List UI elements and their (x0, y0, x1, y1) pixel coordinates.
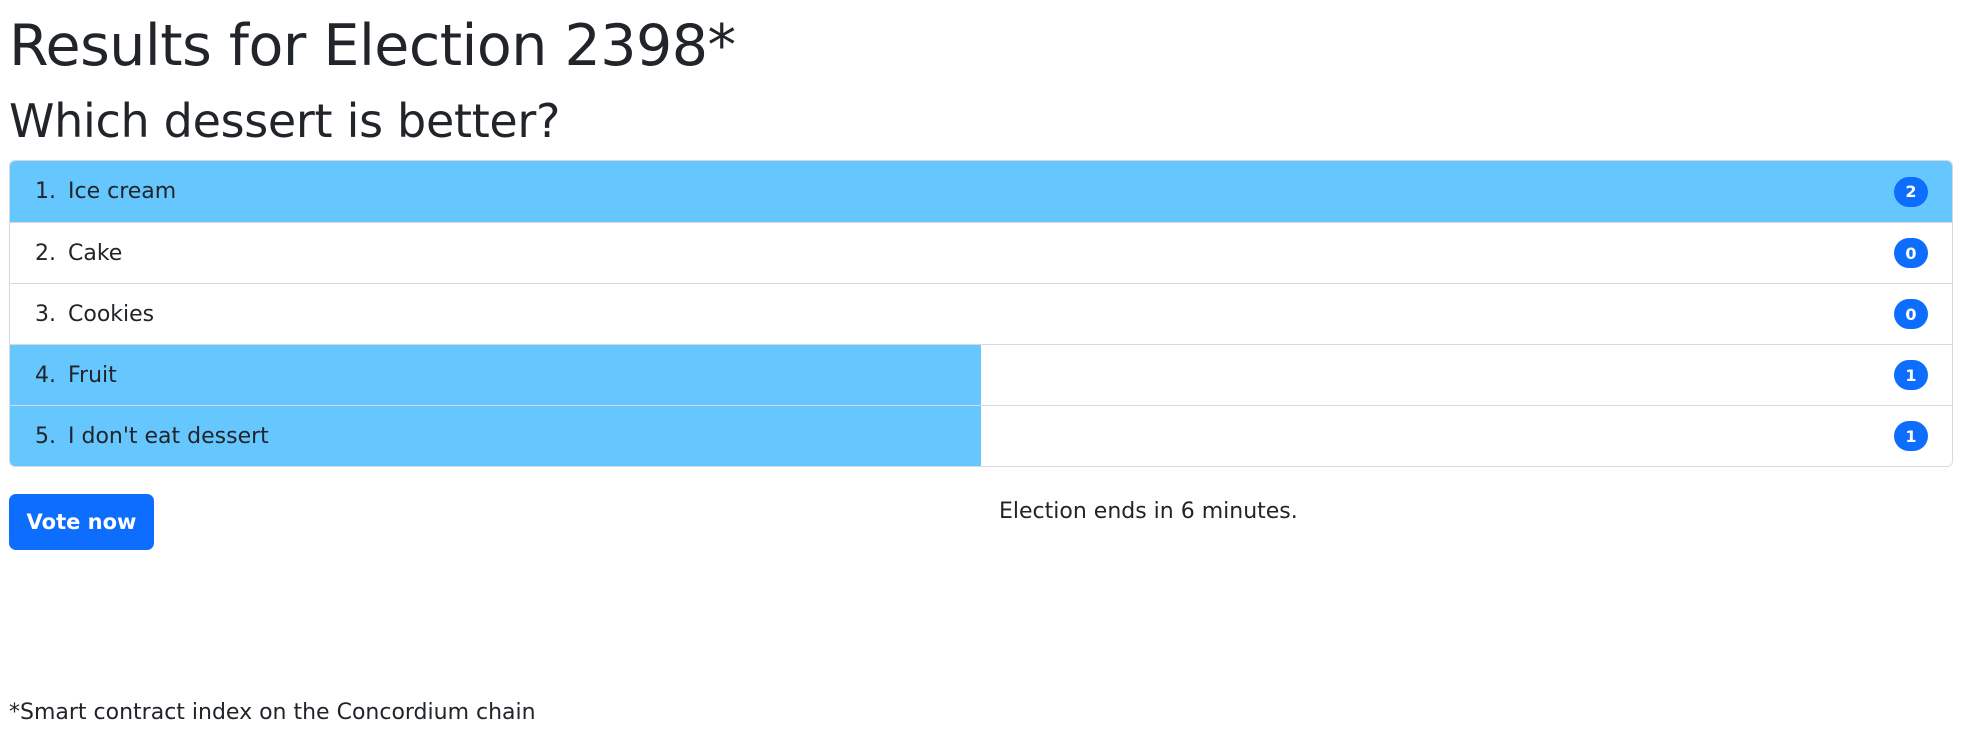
option-label: I don't eat dessert (68, 423, 269, 449)
vote-count-badge: 1 (1894, 360, 1928, 390)
option-number: 1. (35, 179, 56, 204)
vote-share-bar (10, 345, 981, 405)
option-label: Fruit (68, 362, 117, 388)
option-number: 3. (35, 301, 56, 327)
result-row-no-dessert: 5. I don't eat dessert 1 (10, 405, 1952, 466)
result-row-fruit: 4. Fruit 1 (10, 344, 1952, 405)
results-list: 1. Ice cream 2 2. Cake 0 3. Cookies 0 4. (9, 160, 1953, 467)
election-question: Which dessert is better? (9, 94, 561, 148)
vote-count-badge: 1 (1894, 421, 1928, 451)
result-row-cake: 2. Cake 0 (10, 222, 1952, 283)
option-number: 5. (35, 423, 56, 449)
result-row-cookies: 3. Cookies 0 (10, 283, 1952, 344)
vote-count-badge: 0 (1894, 238, 1928, 268)
option-label: Ice cream (68, 179, 177, 204)
vote-now-button[interactable]: Vote now (9, 494, 154, 550)
vote-share-bar (10, 406, 981, 466)
election-countdown: Election ends in 6 minutes. (999, 499, 1298, 524)
option-label: Cookies (68, 301, 155, 327)
result-row-ice-cream: 1. Ice cream 2 (10, 161, 1952, 222)
option-label: Cake (68, 240, 123, 266)
vote-count-badge: 0 (1894, 299, 1928, 329)
footnote: *Smart contract index on the Concordium … (9, 700, 536, 725)
page-title: Results for Election 2398* (9, 13, 736, 79)
vote-count-badge: 2 (1894, 176, 1928, 207)
vote-share-bar (10, 161, 1952, 222)
option-number: 4. (35, 362, 56, 388)
option-number: 2. (35, 240, 56, 266)
